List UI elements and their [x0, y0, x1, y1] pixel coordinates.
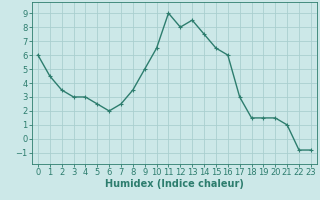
X-axis label: Humidex (Indice chaleur): Humidex (Indice chaleur): [105, 179, 244, 189]
